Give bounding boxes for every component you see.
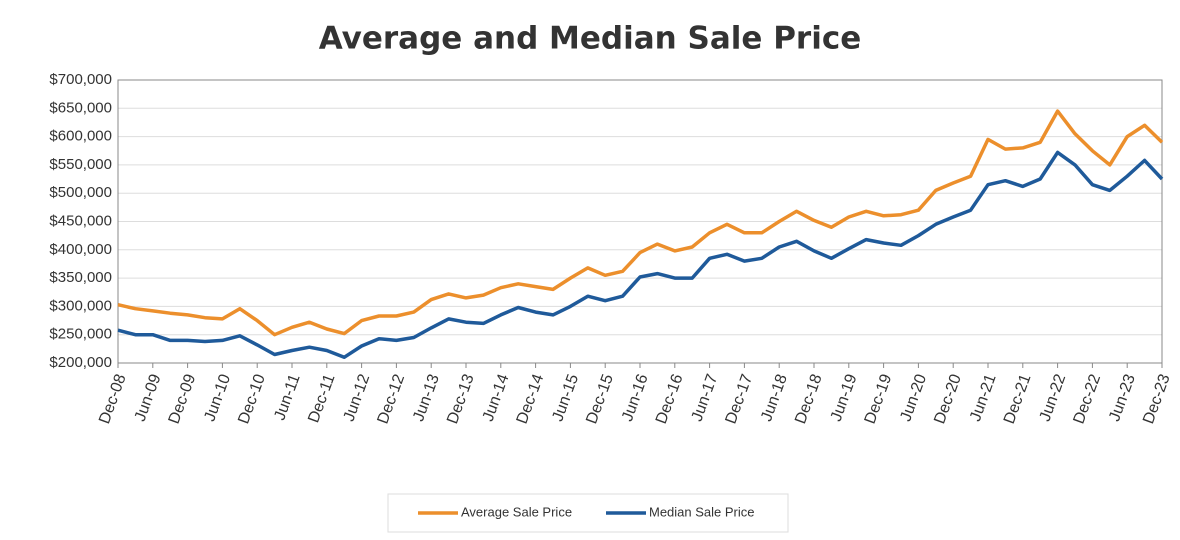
y-tick-label: $350,000 xyxy=(49,269,112,286)
x-tick-label: Dec-11 xyxy=(305,372,338,425)
x-tick-label: Jun-18 xyxy=(758,372,791,424)
x-tick-label: Dec-21 xyxy=(1001,372,1035,426)
x-tick-label: Dec-19 xyxy=(862,372,896,426)
y-tick-label: $300,000 xyxy=(49,297,112,314)
x-tick-label: Jun-15 xyxy=(549,372,582,424)
x-tick-label: Dec-10 xyxy=(235,372,269,426)
x-tick-label: Dec-18 xyxy=(792,372,826,426)
x-tick-label: Dec-08 xyxy=(96,372,130,426)
x-tick-label: Dec-17 xyxy=(723,372,757,426)
x-tick-label: Jun-20 xyxy=(897,372,930,424)
y-tick-label: $200,000 xyxy=(49,354,112,371)
x-tick-label: Dec-23 xyxy=(1140,372,1174,426)
x-tick-label: Jun-14 xyxy=(480,372,513,424)
x-tick-label: Jun-09 xyxy=(132,372,165,424)
series-line xyxy=(117,109,1164,337)
x-tick-label: Jun-11 xyxy=(271,372,303,423)
x-tick-label: Jun-12 xyxy=(341,372,374,424)
x-tick-label: Jun-23 xyxy=(1106,372,1139,424)
x-tick-label: Jun-21 xyxy=(967,372,1000,424)
x-tick-label: Jun-16 xyxy=(619,372,652,424)
y-tick-label: $650,000 xyxy=(49,99,112,116)
y-tick-label: $600,000 xyxy=(49,128,112,145)
y-tick-label: $250,000 xyxy=(49,326,112,343)
legend-label: Average Sale Price xyxy=(461,504,572,519)
y-tick-label: $450,000 xyxy=(49,212,112,229)
y-tick-label: $500,000 xyxy=(49,184,112,201)
x-tick-label: Dec-20 xyxy=(931,372,965,426)
x-tick-label: Dec-22 xyxy=(1071,372,1105,426)
x-tick-label: Jun-19 xyxy=(828,372,861,424)
legend-label: Median Sale Price xyxy=(649,504,755,519)
x-tick-label: Dec-09 xyxy=(166,372,200,426)
y-tick-label: $400,000 xyxy=(49,241,112,258)
x-tick-label: Jun-13 xyxy=(410,372,443,424)
x-tick-label: Dec-16 xyxy=(653,372,687,426)
x-tick-label: Jun-17 xyxy=(689,372,722,424)
x-tick-label: Dec-12 xyxy=(375,372,409,426)
y-tick-label: $700,000 xyxy=(49,71,112,88)
chart-title: Average and Median Sale Price xyxy=(319,21,862,57)
y-tick-label: $550,000 xyxy=(49,156,112,173)
x-tick-label: Dec-14 xyxy=(514,372,548,426)
x-tick-label: Jun-22 xyxy=(1037,372,1070,424)
x-tick-label: Dec-13 xyxy=(444,372,478,426)
series-line xyxy=(117,150,1164,360)
x-tick-label: Dec-15 xyxy=(583,372,617,426)
x-tick-label: Jun-10 xyxy=(201,372,234,424)
